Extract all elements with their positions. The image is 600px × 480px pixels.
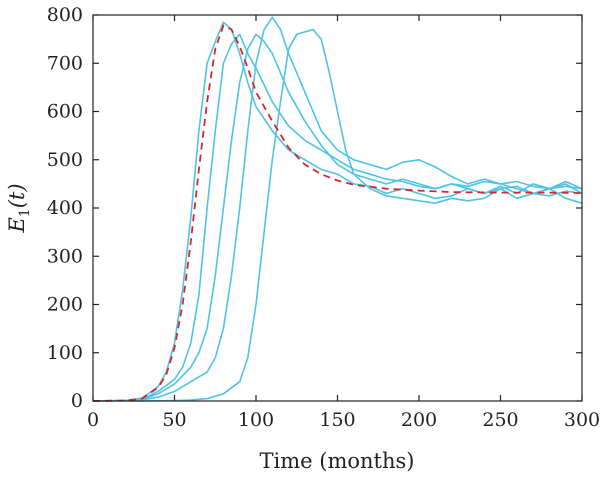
simulation-line-1 xyxy=(92,21,583,402)
x-tick-label-100: 100 xyxy=(238,409,274,431)
y-axis-label-sub: 1 xyxy=(17,208,33,217)
x-tick-label-300: 300 xyxy=(564,409,600,431)
simulation-line-2 xyxy=(92,33,583,402)
y-axis-label: E1(t) xyxy=(5,183,33,233)
x-tick-label-0: 0 xyxy=(87,409,99,431)
simulation-line-4 xyxy=(92,16,583,402)
y-tick-label-200: 200 xyxy=(47,294,83,316)
y-tick-label-700: 700 xyxy=(47,52,83,74)
simulation-line-5 xyxy=(93,28,583,402)
tick-layer: 0 50 100 150 200 250 300 0 100 200 300 400 500 600 700… xyxy=(47,4,600,431)
mean-curve-line xyxy=(92,24,583,402)
y-tick-label-0: 0 xyxy=(71,390,83,412)
y-tick-label-400: 400 xyxy=(47,197,83,219)
y-tick-label-100: 100 xyxy=(47,342,83,364)
x-axis-label: Time (months) xyxy=(260,449,415,473)
plot-frame xyxy=(92,14,583,402)
y-tick-label-800: 800 xyxy=(47,4,83,26)
y-tick-label-500: 500 xyxy=(47,149,83,171)
y-axis-label-main: E xyxy=(5,217,29,233)
y-tick-label-600: 600 xyxy=(47,101,83,123)
x-tick-label-150: 150 xyxy=(319,409,355,431)
y-tick-label-300: 300 xyxy=(47,245,83,267)
x-tick-label-200: 200 xyxy=(401,409,437,431)
x-tick-label-250: 250 xyxy=(482,409,518,431)
series-layer xyxy=(92,16,583,402)
x-tick-label-50: 50 xyxy=(162,409,186,431)
y-axis-label-arg: (t) xyxy=(5,183,29,208)
simulation-line-3 xyxy=(92,33,583,402)
